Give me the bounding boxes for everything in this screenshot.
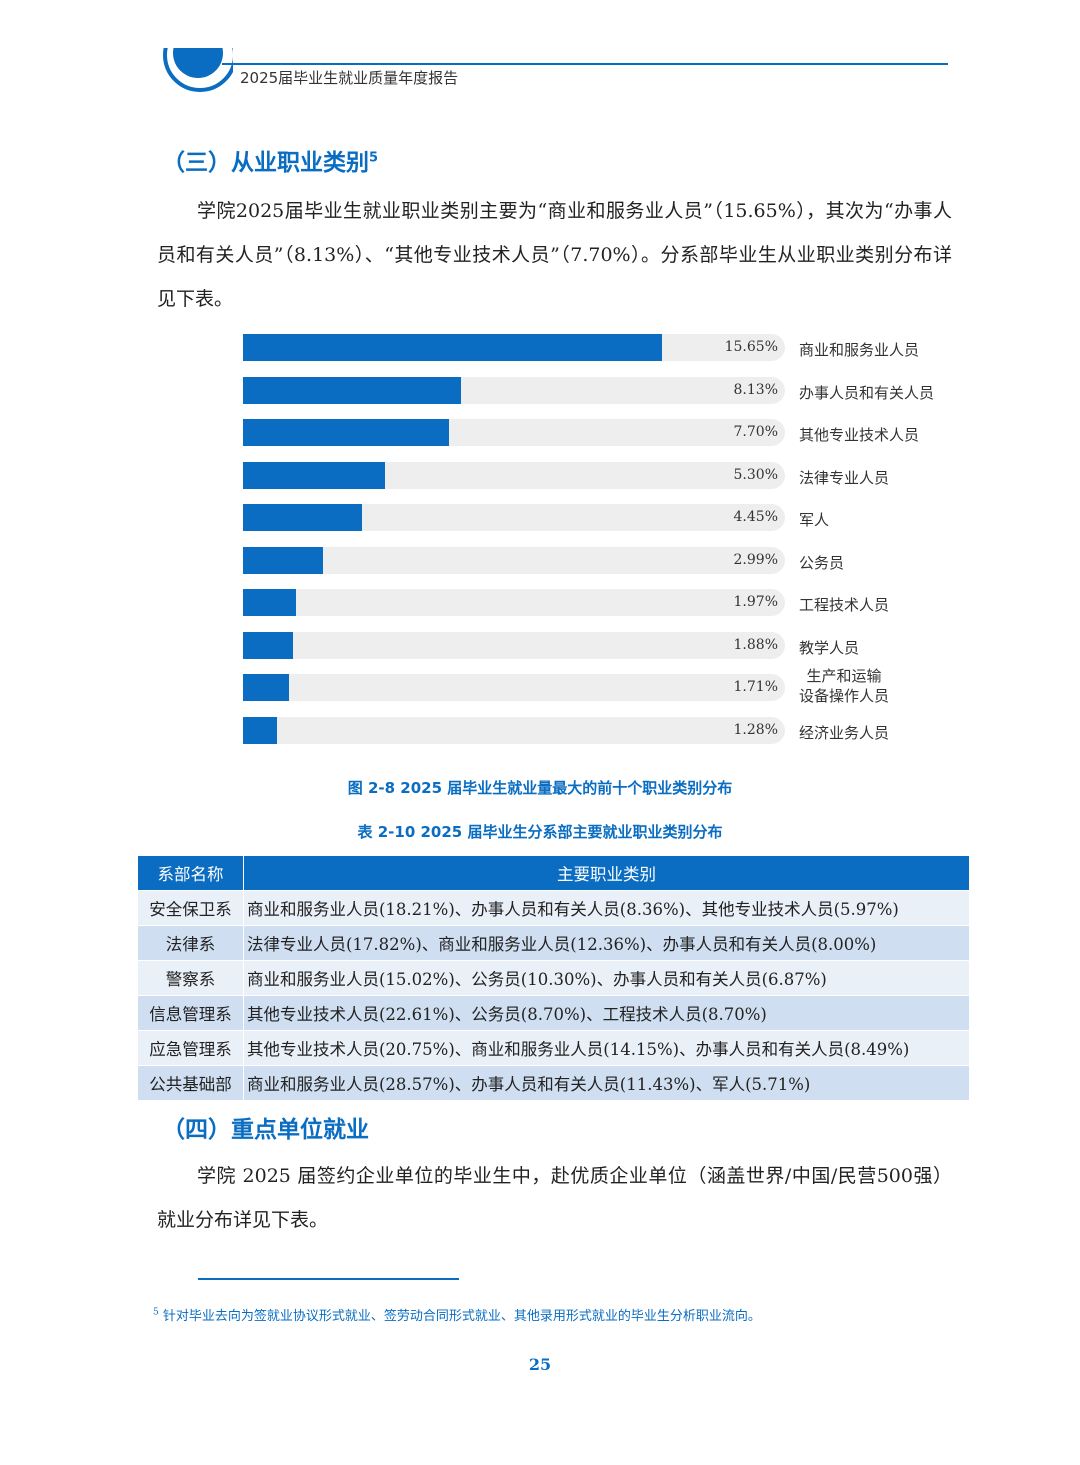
category-label: 商业和服务业人员 bbox=[799, 341, 920, 359]
dept-cell: 公共基础部 bbox=[137, 1065, 244, 1101]
bar bbox=[243, 419, 450, 446]
bar bbox=[243, 376, 461, 404]
footnote: 5 针对毕业去向为签就业协议形式就业、签劳动合同形式就业、其他录用形式就业的毕业… bbox=[153, 1307, 761, 1324]
bar bbox=[243, 674, 289, 701]
bar bbox=[243, 546, 324, 574]
section-3-title: （三）从业职业类别5 bbox=[162, 150, 379, 176]
bar-track bbox=[243, 589, 785, 616]
bar-track bbox=[243, 674, 785, 701]
occupations-cell: 商业和服务业人员(18.21%)、办事人员和有关人员(8.36%)、其他专业技术… bbox=[243, 890, 970, 926]
dept-cell: 警察系 bbox=[137, 960, 244, 996]
bar-value-label: 2.99% bbox=[733, 551, 778, 568]
chart-row: 1.28% 经济业务人员 bbox=[243, 716, 973, 744]
bar-value-label: 1.88% bbox=[733, 636, 778, 653]
header-dept: 系部名称 bbox=[137, 855, 244, 891]
category-label: 经济业务人员 bbox=[799, 723, 890, 742]
chart-row: 2.99% 公务员 bbox=[243, 546, 973, 574]
chart-row: 5.30% 法律专业人员 bbox=[243, 461, 973, 489]
bar-value-label: 1.97% bbox=[733, 594, 778, 610]
bar bbox=[243, 461, 385, 489]
bar bbox=[243, 334, 662, 361]
table-row: 安全保卫系 商业和服务业人员(18.21%)、办事人员和有关人员(8.36%)、… bbox=[137, 890, 970, 926]
page-number: 25 bbox=[528, 1355, 552, 1374]
occupations-cell: 其他专业技术人员(22.61%)、公务员(8.70%)、工程技术人员(8.70%… bbox=[243, 995, 970, 1031]
bar-value-label: 15.65% bbox=[724, 339, 778, 355]
footnote-rule bbox=[198, 1278, 459, 1280]
section-4-paragraph: 学院 2025 届签约企业单位的毕业生中，赴优质企业单位（涵盖世界/中国/民营5… bbox=[157, 1165, 952, 1231]
header-occupations: 主要职业类别 bbox=[243, 855, 970, 891]
chart-row: 7.70% 其他专业技术人员 bbox=[243, 419, 973, 446]
bar-value-label: 7.70% bbox=[733, 424, 778, 440]
table-row: 公共基础部 商业和服务业人员(28.57%)、办事人员和有关人员(11.43%)… bbox=[137, 1065, 970, 1101]
section-3-paragraph: 学院2025届毕业生就业职业类别主要为“商业和服务业人员”（15.65%），其次… bbox=[157, 200, 952, 310]
header-rule bbox=[222, 63, 948, 65]
table-row: 法律系 法律专业人员(17.82%)、商业和服务业人员(12.36%)、办事人员… bbox=[137, 925, 970, 961]
chart-row: 15.65% 商业和服务业人员 bbox=[243, 334, 973, 361]
table-caption: 表 2-10 2025 届毕业生分系部主要就业职业类别分布 bbox=[357, 823, 723, 841]
header-logo bbox=[163, 48, 233, 98]
dept-cell: 信息管理系 bbox=[137, 995, 244, 1031]
occupations-cell: 商业和服务业人员(15.02%)、公务员(10.30%)、办事人员和有关人员(6… bbox=[243, 960, 970, 996]
bar-value-label: 4.45% bbox=[733, 509, 778, 525]
bar-track bbox=[243, 716, 785, 744]
category-label: 法律专业人员 bbox=[799, 468, 890, 487]
bar bbox=[243, 504, 363, 531]
chart-row: 4.45% 军人 bbox=[243, 504, 973, 531]
table-row: 应急管理系 其他专业技术人员(20.75%)、商业和服务业人员(14.15%)、… bbox=[137, 1030, 970, 1066]
table-row: 警察系 商业和服务业人员(15.02%)、公务员(10.30%)、办事人员和有关… bbox=[137, 960, 970, 996]
category-label: 其他专业技术人员 bbox=[799, 426, 920, 444]
chart-row: 1.97% 工程技术人员 bbox=[243, 589, 973, 616]
occupation-bar-chart: 15.65% 商业和服务业人员 8.13% 办事人员和有关人员 7.70% 其他专业技术人… bbox=[243, 334, 973, 749]
category-label: 生产和运输 设备操作人员 bbox=[799, 667, 890, 705]
category-label: 教学人员 bbox=[799, 638, 860, 657]
bar-track bbox=[243, 631, 785, 659]
occupations-cell: 商业和服务业人员(28.57%)、办事人员和有关人员(11.43%)、军人(5.… bbox=[243, 1065, 970, 1101]
category-label: 公务员 bbox=[799, 553, 845, 572]
category-label: 军人 bbox=[799, 511, 830, 529]
section-4-title: （四）重点单位就业 bbox=[162, 1117, 369, 1143]
figure-caption: 图 2-8 2025 届毕业生就业量最大的前十个职业类别分布 bbox=[347, 779, 733, 797]
header-title: 2025届毕业生就业质量年度报告 bbox=[240, 69, 459, 87]
category-label: 工程技术人员 bbox=[799, 596, 890, 614]
bar bbox=[243, 589, 296, 616]
department-occupation-table: 系部名称 主要职业类别 安全保卫系 商业和服务业人员(18.21%)、办事人员和… bbox=[137, 855, 970, 1101]
dept-cell: 应急管理系 bbox=[137, 1030, 244, 1066]
bar bbox=[243, 631, 294, 659]
table-header-row: 系部名称 主要职业类别 bbox=[137, 855, 970, 891]
chart-row: 1.88% 教学人员 bbox=[243, 631, 973, 659]
dept-cell: 安全保卫系 bbox=[137, 890, 244, 926]
footnote-ref: 5 bbox=[369, 150, 379, 166]
bar-value-label: 1.28% bbox=[733, 721, 778, 738]
table-row: 信息管理系 其他专业技术人员(22.61%)、公务员(8.70%)、工程技术人员… bbox=[137, 995, 970, 1031]
bar-value-label: 8.13% bbox=[733, 381, 778, 398]
occupations-cell: 法律专业人员(17.82%)、商业和服务业人员(12.36%)、办事人员和有关人… bbox=[243, 925, 970, 961]
chart-row: 8.13% 办事人员和有关人员 bbox=[243, 376, 973, 404]
bar bbox=[243, 716, 278, 744]
bar-value-label: 5.30% bbox=[733, 466, 778, 483]
bar-track bbox=[243, 546, 785, 574]
chart-row: 1.71% 生产和运输 设备操作人员 bbox=[243, 667, 973, 705]
category-label: 办事人员和有关人员 bbox=[799, 383, 935, 402]
bar-value-label: 1.71% bbox=[733, 679, 778, 695]
occupations-cell: 其他专业技术人员(20.75%)、商业和服务业人员(14.15%)、办事人员和有… bbox=[243, 1030, 970, 1066]
dept-cell: 法律系 bbox=[137, 925, 244, 961]
